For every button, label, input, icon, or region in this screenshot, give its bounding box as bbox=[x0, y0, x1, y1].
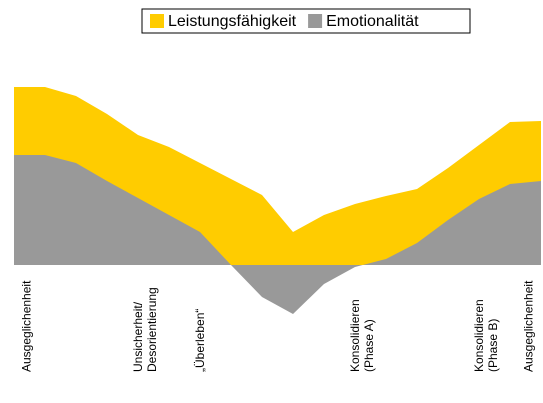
x-tick-label: Konsolidieren(Phase B) bbox=[472, 299, 500, 372]
x-tick-label: „Überleben“ bbox=[193, 309, 207, 372]
legend-swatch bbox=[150, 14, 164, 28]
legend-label: Leistungsfähigkeit bbox=[168, 13, 297, 30]
x-label-group: Unsicherheit/Desorientierung bbox=[131, 287, 159, 372]
x-label-group: Ausgeglichenheit bbox=[522, 280, 536, 372]
legend-box bbox=[141, 8, 471, 34]
x-tick-label: Konsolidieren(Phase A) bbox=[348, 299, 376, 372]
x-label-group: Konsolidieren(Phase A) bbox=[348, 299, 376, 372]
x-tick-label: Unsicherheit/Desorientierung bbox=[131, 287, 159, 372]
x-label-group: Ausgeglichenheit bbox=[19, 280, 33, 372]
x-tick-label: Ausgeglichenheit bbox=[522, 280, 536, 372]
x-tick-label: Ausgeglichenheit bbox=[19, 280, 33, 372]
legend-swatch bbox=[308, 14, 323, 28]
legend-label: Emotionalität bbox=[326, 13, 419, 30]
x-label-group: Konsolidieren(Phase B) bbox=[472, 299, 500, 372]
area bbox=[14, 155, 541, 314]
x-label-group: „Überleben“ bbox=[193, 309, 207, 372]
